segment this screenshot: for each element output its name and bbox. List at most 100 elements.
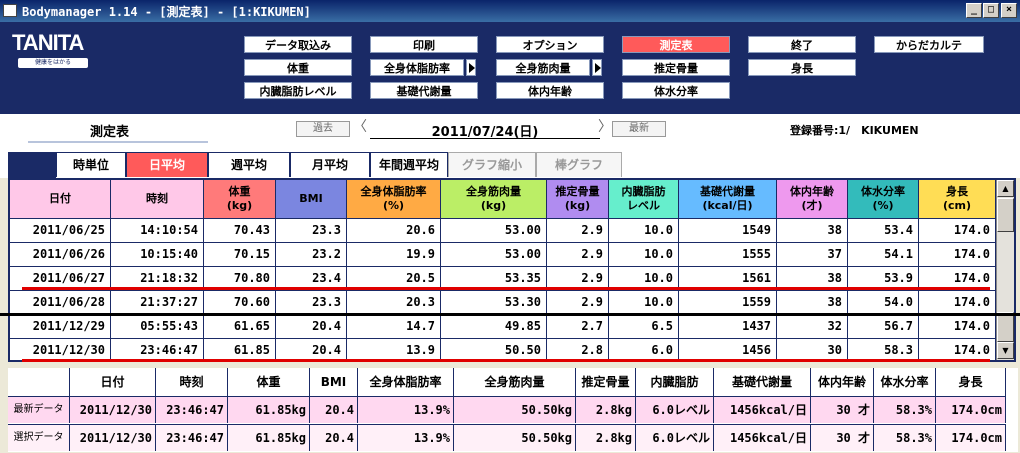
table-row[interactable]: 2011/06/27 21:18:32 70.80 23.4 20.5 53.35 2.9 1… — [10, 266, 996, 290]
header-body-fat: 全身体脂肪率 (%) — [347, 180, 441, 218]
table-row[interactable]: 2011/12/29 05:55:43 61.65 20.4 14.7 49.85 2.7 6… — [10, 314, 996, 338]
table-row[interactable]: 2011/06/26 10:15:40 70.15 23.2 19.9 53.00 2.9 1… — [10, 242, 996, 266]
cell-date: 2011/12/29 — [10, 315, 111, 338]
muscle-expand-icon[interactable] — [592, 59, 602, 76]
summary-cell-bone: 2.8kg — [576, 397, 636, 423]
summary-cell-water: 58.3% — [874, 397, 936, 423]
menu-weight[interactable]: 体重 — [244, 59, 352, 76]
prev-button[interactable]: 過去 — [296, 121, 350, 137]
cell-weight: 61.65 — [204, 315, 276, 338]
menu-visceral-fat[interactable]: 内臓脂肪レベル — [244, 82, 352, 99]
cell-visceral: 10.0 — [609, 267, 679, 290]
scroll-down-icon[interactable]: ▼ — [997, 342, 1014, 359]
summary-cell-muscle: 50.50kg — [454, 397, 576, 423]
scroll-thumb[interactable] — [997, 198, 1014, 232]
body-fat-expand-icon[interactable] — [466, 59, 476, 76]
cell-weight: 61.85 — [204, 339, 276, 362]
summary-cell-time: 23:46:47 — [156, 397, 228, 423]
tab-bar-graph[interactable]: 棒グラフ — [536, 152, 622, 177]
close-button[interactable]: × — [1001, 3, 1017, 18]
cell-time: 21:18:32 — [111, 267, 204, 290]
cell-height: 174.0 — [919, 315, 996, 338]
cell-bone: 2.9 — [547, 291, 609, 314]
tab-hourly[interactable]: 時単位 — [56, 152, 126, 177]
cell-date: 2011/06/26 — [10, 243, 111, 266]
menu-exit[interactable]: 終了 — [748, 36, 856, 53]
cell-time: 10:15:40 — [111, 243, 204, 266]
cell-muscle: 53.00 — [441, 243, 547, 266]
summary-table: 日付 時刻 体重 BMI 全身体脂肪率 全身筋肉量 推定骨量 内臓脂肪 基礎代謝量 体内年齢 体水分… — [8, 368, 1018, 452]
header-time: 時刻 — [111, 180, 204, 218]
cell-bmr: 1456 — [679, 339, 777, 362]
cell-body-fat: 20.6 — [347, 219, 441, 242]
cell-weight: 70.15 — [204, 243, 276, 266]
summary-header-weight: 体重 — [228, 368, 310, 396]
cell-water: 53.9 — [848, 267, 919, 290]
summary-header-muscle: 全身筋肉量 — [454, 368, 576, 396]
summary-row-label: 最新データ — [8, 397, 70, 423]
cell-body-age: 38 — [777, 291, 848, 314]
tab-graph-shrink[interactable]: グラフ縮小 — [448, 152, 536, 177]
menu-print[interactable]: 印刷 — [370, 36, 478, 53]
summary-header-spacer — [8, 368, 70, 396]
cell-bone: 2.7 — [547, 315, 609, 338]
app-icon — [3, 4, 17, 17]
summary-cell-height: 174.0cm — [936, 397, 1006, 423]
tab-annual-weekly-average[interactable]: 年間週平均 — [370, 152, 448, 177]
menu-basal-metabolism[interactable]: 基礎代謝量 — [370, 82, 478, 99]
summary-header-height: 身長 — [936, 368, 1006, 396]
menu-body-fat[interactable]: 全身体脂肪率 — [370, 59, 464, 76]
cell-bmi: 23.2 — [276, 243, 347, 266]
summary-cell-body-fat: 13.9% — [358, 397, 454, 423]
cell-muscle: 49.85 — [441, 315, 547, 338]
cell-weight: 70.60 — [204, 291, 276, 314]
menu-muscle-mass[interactable]: 全身筋肉量 — [496, 59, 590, 76]
minimize-button[interactable]: _ — [966, 3, 982, 18]
summary-cell-bmr: 1456kcal/日 — [714, 397, 811, 423]
menu-data-import[interactable]: データ取込み — [244, 36, 352, 53]
cell-date: 2011/06/28 — [10, 291, 111, 314]
nav-bar: 測定表 過去 〈 2011/07/24(日) 〉 最新 登録番号:1/ KIKU… — [0, 114, 1020, 146]
menu-bone-mass[interactable]: 推定骨量 — [622, 59, 730, 76]
tab-monthly-average[interactable]: 月平均 — [290, 152, 370, 177]
page-title: 測定表 — [90, 125, 130, 140]
menu-options[interactable]: オプション — [496, 36, 604, 53]
menu-height[interactable]: 身長 — [748, 59, 856, 76]
maximize-button[interactable]: □ — [983, 3, 999, 18]
cell-bone: 2.9 — [547, 219, 609, 242]
tab-weekly-average[interactable]: 週平均 — [208, 152, 290, 177]
cell-height: 174.0 — [919, 267, 996, 290]
header-water: 体水分率 (%) — [848, 180, 919, 218]
table-scrollbar[interactable]: ▲ ▼ — [996, 180, 1014, 360]
cell-body-fat: 20.3 — [347, 291, 441, 314]
table-row[interactable]: 2011/06/28 21:37:27 70.60 23.3 20.3 53.30 2.9 1… — [10, 290, 996, 314]
menu-body-age[interactable]: 体内年齢 — [496, 82, 604, 99]
cell-visceral: 10.0 — [609, 243, 679, 266]
summary-cell-bmi: 20.4 — [310, 425, 358, 451]
cell-water: 56.7 — [848, 315, 919, 338]
table-row[interactable]: 2011/06/25 14:10:54 70.43 23.3 20.6 53.00 2.9 1… — [10, 218, 996, 242]
menu-measurement-table[interactable]: 測定表 — [622, 36, 730, 53]
summary-cell-body-fat: 13.9% — [358, 425, 454, 451]
next-chevron-icon[interactable]: 〉 — [598, 119, 612, 135]
cell-water: 53.4 — [848, 219, 919, 242]
prev-chevron-icon[interactable]: 〈 — [353, 119, 367, 135]
scroll-up-icon[interactable]: ▲ — [997, 180, 1014, 197]
summary-header-body-age: 体内年齢 — [811, 368, 874, 396]
measurement-table: 日付 時刻 体重 (kg) BMI 全身体脂肪率 (%) 全身筋肉量 (kg) … — [8, 178, 1016, 362]
cell-water: 54.0 — [848, 291, 919, 314]
tab-daily-average[interactable]: 日平均 — [126, 152, 208, 177]
summary-header-body-fat: 全身体脂肪率 — [358, 368, 454, 396]
next-button[interactable]: 最新 — [612, 121, 666, 137]
cell-weight: 70.80 — [204, 267, 276, 290]
cell-body-fat: 19.9 — [347, 243, 441, 266]
tab-bar-spacer — [8, 152, 56, 178]
cell-body-age: 38 — [777, 267, 848, 290]
table-row[interactable]: 2011/12/30 23:46:47 61.85 20.4 13.9 50.50 2.8 6… — [10, 338, 996, 362]
cell-weight: 70.43 — [204, 219, 276, 242]
cell-body-age: 38 — [777, 219, 848, 242]
menu-body-water[interactable]: 体水分率 — [622, 82, 730, 99]
menu-body-chart[interactable]: からだカルテ — [874, 36, 984, 53]
scroll-thumb-lower[interactable] — [997, 312, 1014, 342]
cell-time: 05:55:43 — [111, 315, 204, 338]
